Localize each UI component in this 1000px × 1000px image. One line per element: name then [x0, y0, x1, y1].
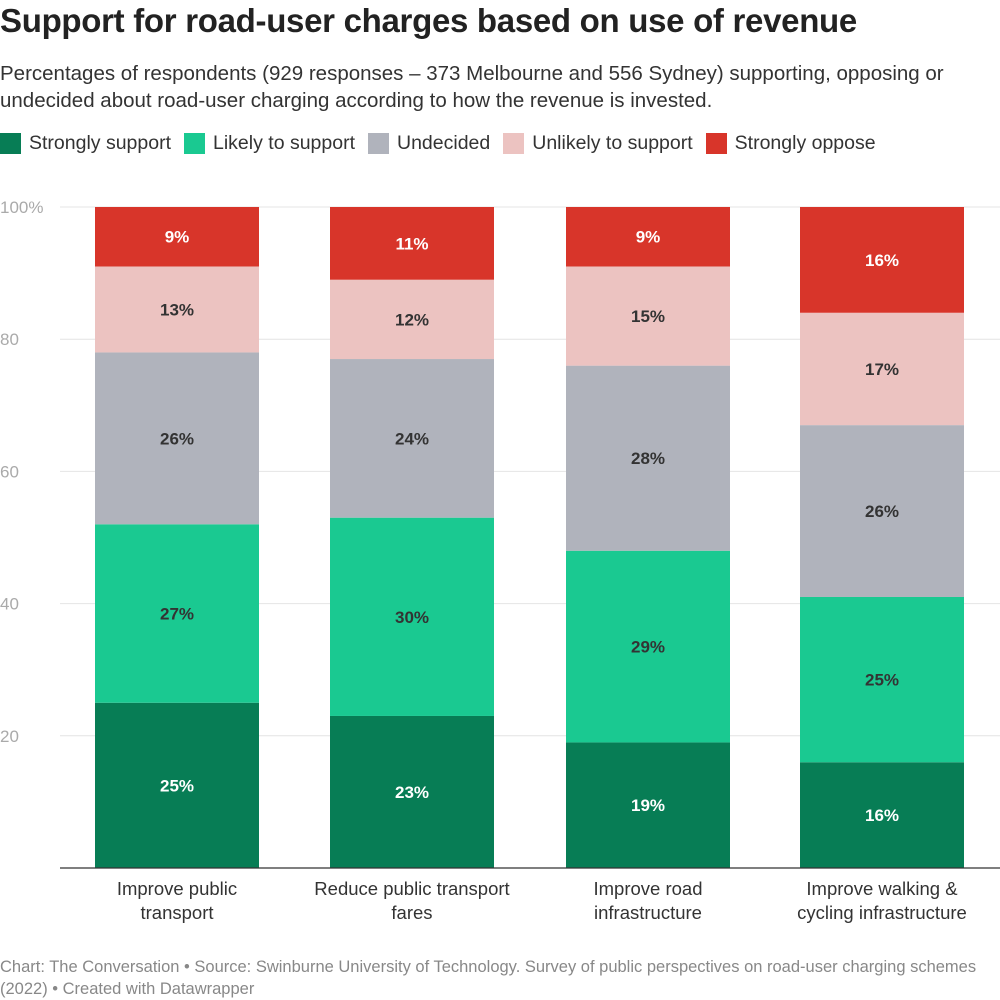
chart-subtitle: Percentages of respondents (929 response…: [0, 62, 944, 112]
legend-swatch: [368, 133, 389, 154]
x-tick-label: Improve walking &: [806, 878, 958, 899]
legend: Strongly support Likely to support Undecid…: [0, 132, 889, 155]
bar-segment: [800, 762, 964, 868]
bar-segment: [566, 266, 730, 366]
data-label: 30%: [395, 608, 429, 627]
bar-segment: [330, 715, 494, 868]
bar-segment: [95, 524, 259, 703]
bar-segment: [330, 359, 494, 518]
legend-label: Likely to support: [213, 132, 355, 154]
y-tick-label: 100%: [0, 198, 43, 217]
legend-label: Unlikely to support: [532, 132, 693, 154]
data-label: 9%: [165, 228, 190, 247]
x-tick-label: Improve public: [117, 878, 237, 899]
x-tick-label: transport: [140, 902, 213, 923]
bar-segment: [95, 702, 259, 868]
bar-segment: [95, 352, 259, 525]
data-label: 9%: [636, 228, 661, 247]
data-label: 25%: [160, 776, 194, 795]
y-tick-label: 40: [0, 595, 19, 614]
legend-item: Strongly support: [0, 132, 171, 155]
legend-swatch: [503, 133, 525, 154]
data-label: 19%: [631, 796, 665, 815]
data-label: 27%: [160, 605, 194, 624]
legend-label: Strongly oppose: [734, 132, 876, 154]
chart-footer: Chart: The Conversation • Source: Swinbu…: [0, 958, 977, 998]
data-label: 29%: [631, 638, 665, 657]
data-label: 25%: [865, 671, 899, 690]
bar-segment: [566, 365, 730, 551]
bar-segment: [95, 266, 259, 353]
data-label: 11%: [395, 234, 428, 253]
y-tick-label: 60: [0, 462, 19, 481]
chart-title: Support for road-user charges based on u…: [0, 2, 857, 39]
legend-label: Strongly support: [29, 132, 171, 154]
bar-segment: [566, 207, 730, 267]
legend-swatch: [705, 133, 727, 154]
bar-segment: [800, 425, 964, 597]
bar-segment: [330, 517, 494, 716]
legend-item: Undecided: [368, 132, 490, 155]
legend-label: Undecided: [397, 132, 491, 154]
bar-segment: [800, 207, 964, 313]
legend-swatch: [0, 133, 21, 154]
legend-item: Likely to support: [184, 132, 355, 155]
stacked-bar-chart: 20 40 60 80 100% 25% 27% 26% 13% 9% Improve public…: [0, 198, 1000, 923]
data-label: 26%: [160, 429, 194, 448]
bar-segment: [800, 596, 964, 763]
data-label: 16%: [865, 806, 899, 825]
data-label: 16%: [865, 251, 899, 270]
legend-item: Strongly oppose: [705, 132, 876, 155]
x-tick-label: cycling infrastructure: [797, 902, 967, 923]
bar-segment: [330, 207, 494, 280]
data-label: 26%: [865, 502, 899, 521]
data-label: 23%: [395, 783, 429, 802]
bar-segment: [566, 550, 730, 743]
x-tick-label: fares: [391, 902, 432, 923]
legend-swatch: [184, 133, 205, 154]
data-label: 12%: [395, 310, 429, 329]
data-label: 15%: [631, 307, 665, 326]
data-label: 24%: [395, 429, 429, 448]
bar-segment: [566, 742, 730, 868]
bar-segment: [95, 207, 259, 267]
y-tick-label: 20: [0, 727, 19, 746]
data-label: 28%: [631, 449, 665, 468]
data-label: 17%: [865, 360, 899, 379]
x-tick-label: infrastructure: [594, 902, 702, 923]
bar-segment: [800, 312, 964, 426]
x-tick-label: Improve road: [594, 878, 703, 899]
x-tick-label: Reduce public transport: [314, 878, 509, 899]
legend-item: Unlikely to support: [503, 132, 693, 155]
data-label: 13%: [160, 300, 194, 319]
y-tick-label: 80: [0, 330, 19, 349]
bar-segment: [330, 279, 494, 360]
